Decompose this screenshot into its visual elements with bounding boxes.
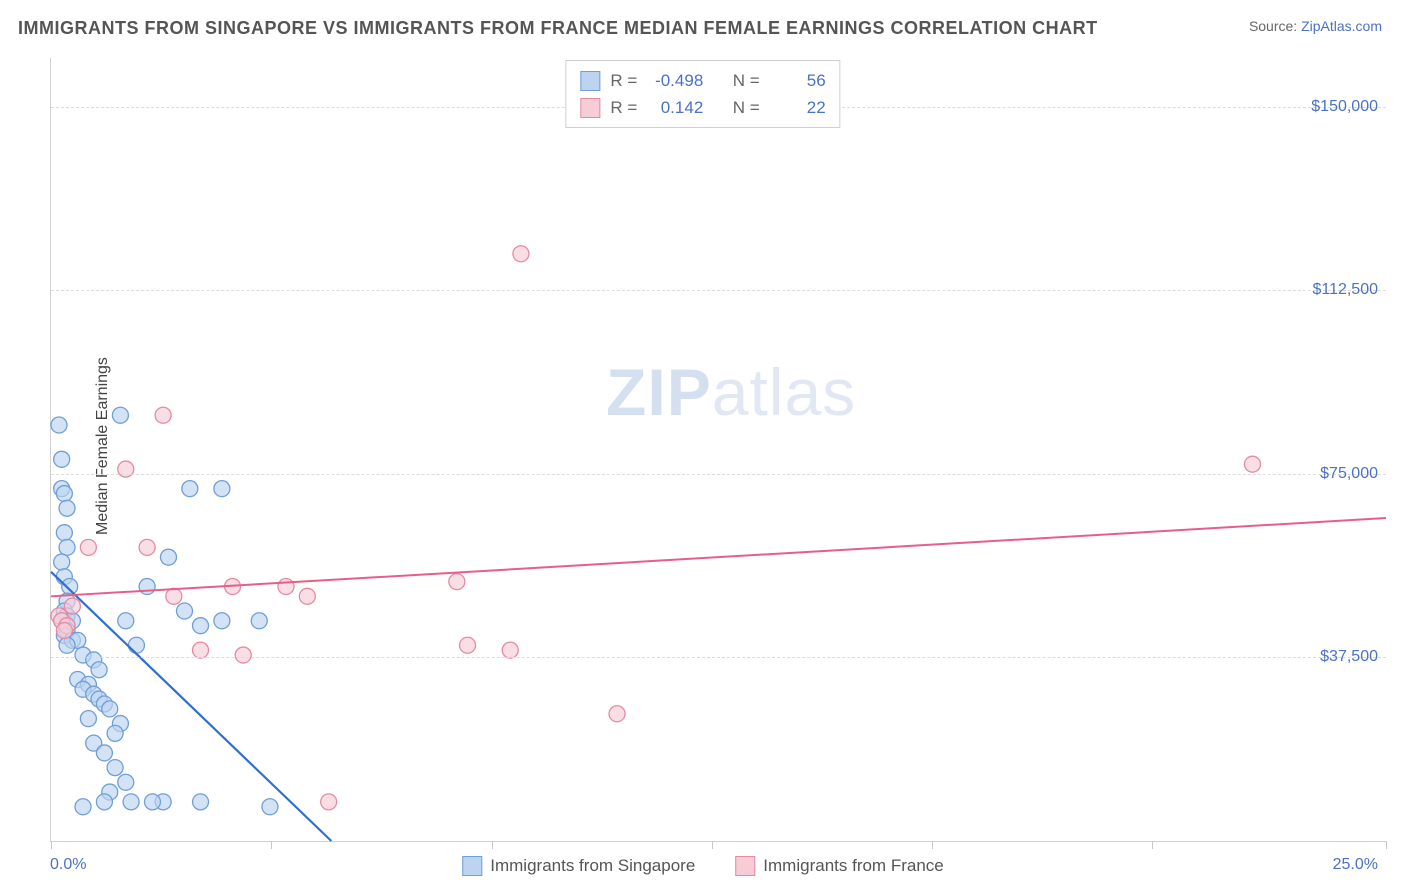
scatter-point-singapore xyxy=(54,554,70,570)
scatter-point-singapore xyxy=(128,637,144,653)
source-prefix: Source: xyxy=(1249,18,1301,34)
scatter-point-france xyxy=(299,588,315,604)
legend-item-singapore: Immigrants from Singapore xyxy=(462,856,695,876)
scatter-point-france xyxy=(449,574,465,590)
scatter-point-singapore xyxy=(214,613,230,629)
scatter-point-france xyxy=(609,706,625,722)
scatter-point-singapore xyxy=(59,539,75,555)
x-tick xyxy=(1386,841,1387,849)
chart-plot-area: $37,500 $75,000 $112,500 $150,000 xyxy=(50,58,1386,842)
x-tick xyxy=(1152,841,1153,849)
scatter-point-france xyxy=(166,588,182,604)
legend-swatch-singapore xyxy=(580,71,600,91)
scatter-point-france xyxy=(139,539,155,555)
scatter-point-singapore xyxy=(118,613,134,629)
scatter-point-france xyxy=(235,647,251,663)
legend-stats-box: R = -0.498 N = 56 R = 0.142 N = 22 xyxy=(565,60,840,128)
scatter-point-singapore xyxy=(56,525,72,541)
scatter-point-france xyxy=(193,642,209,658)
r-value-france: 0.142 xyxy=(647,94,703,121)
gridline xyxy=(51,474,1386,475)
gridline xyxy=(51,290,1386,291)
scatter-point-singapore xyxy=(214,481,230,497)
x-tick xyxy=(51,841,52,849)
scatter-point-singapore xyxy=(139,579,155,595)
r-label: R = xyxy=(610,67,637,94)
scatter-point-singapore xyxy=(182,481,198,497)
scatter-point-singapore xyxy=(262,799,278,815)
source-link[interactable]: ZipAtlas.com xyxy=(1301,18,1382,34)
r-label: R = xyxy=(610,94,637,121)
y-tick-label: $37,500 xyxy=(1320,648,1378,666)
y-tick-label: $150,000 xyxy=(1311,98,1378,116)
scatter-point-singapore xyxy=(251,613,267,629)
scatter-point-singapore xyxy=(193,794,209,810)
scatter-point-singapore xyxy=(54,451,70,467)
x-tick xyxy=(712,841,713,849)
legend-swatch-france xyxy=(735,856,755,876)
trend-line-france xyxy=(51,518,1386,596)
y-tick-label: $75,000 xyxy=(1320,465,1378,483)
scatter-point-france xyxy=(460,637,476,653)
scatter-point-singapore xyxy=(160,549,176,565)
scatter-point-france xyxy=(155,407,171,423)
x-tick xyxy=(492,841,493,849)
scatter-point-singapore xyxy=(56,486,72,502)
scatter-point-singapore xyxy=(193,618,209,634)
scatter-point-france xyxy=(513,246,529,262)
gridline xyxy=(51,657,1386,658)
scatter-point-france xyxy=(80,539,96,555)
x-axis-max-label: 25.0% xyxy=(1333,856,1378,874)
legend-stats-row-france: R = 0.142 N = 22 xyxy=(580,94,825,121)
n-value-singapore: 56 xyxy=(770,67,826,94)
legend-stats-row-singapore: R = -0.498 N = 56 xyxy=(580,67,825,94)
r-value-singapore: -0.498 xyxy=(647,67,703,94)
legend-swatch-france xyxy=(580,98,600,118)
scatter-point-france xyxy=(502,642,518,658)
scatter-point-singapore xyxy=(59,500,75,516)
x-tick xyxy=(932,841,933,849)
scatter-point-singapore xyxy=(62,579,78,595)
scatter-point-singapore xyxy=(59,637,75,653)
x-axis-min-label: 0.0% xyxy=(50,856,86,874)
scatter-point-singapore xyxy=(118,774,134,790)
n-label: N = xyxy=(733,67,760,94)
chart-title: IMMIGRANTS FROM SINGAPORE VS IMMIGRANTS … xyxy=(18,18,1098,39)
scatter-point-singapore xyxy=(96,745,112,761)
scatter-point-singapore xyxy=(107,760,123,776)
n-label: N = xyxy=(733,94,760,121)
scatter-point-france xyxy=(56,623,72,639)
n-value-france: 22 xyxy=(770,94,826,121)
legend-bottom: Immigrants from Singapore Immigrants from… xyxy=(462,856,943,876)
scatter-point-france xyxy=(278,579,294,595)
legend-item-france: Immigrants from France xyxy=(735,856,943,876)
scatter-point-france xyxy=(1245,456,1261,472)
legend-label-france: Immigrants from France xyxy=(763,856,943,876)
scatter-point-singapore xyxy=(91,662,107,678)
scatter-point-singapore xyxy=(107,725,123,741)
x-tick xyxy=(271,841,272,849)
source-attribution: Source: ZipAtlas.com xyxy=(1249,18,1382,34)
scatter-point-singapore xyxy=(123,794,139,810)
scatter-point-singapore xyxy=(144,794,160,810)
scatter-point-singapore xyxy=(75,799,91,815)
scatter-point-singapore xyxy=(177,603,193,619)
scatter-point-singapore xyxy=(102,701,118,717)
scatter-point-france xyxy=(321,794,337,810)
scatter-point-singapore xyxy=(96,794,112,810)
scatter-point-singapore xyxy=(80,711,96,727)
scatter-point-singapore xyxy=(51,417,67,433)
legend-swatch-singapore xyxy=(462,856,482,876)
scatter-point-france xyxy=(64,598,80,614)
y-tick-label: $112,500 xyxy=(1312,281,1378,299)
scatter-svg xyxy=(51,58,1386,841)
scatter-point-singapore xyxy=(112,407,128,423)
legend-label-singapore: Immigrants from Singapore xyxy=(490,856,695,876)
